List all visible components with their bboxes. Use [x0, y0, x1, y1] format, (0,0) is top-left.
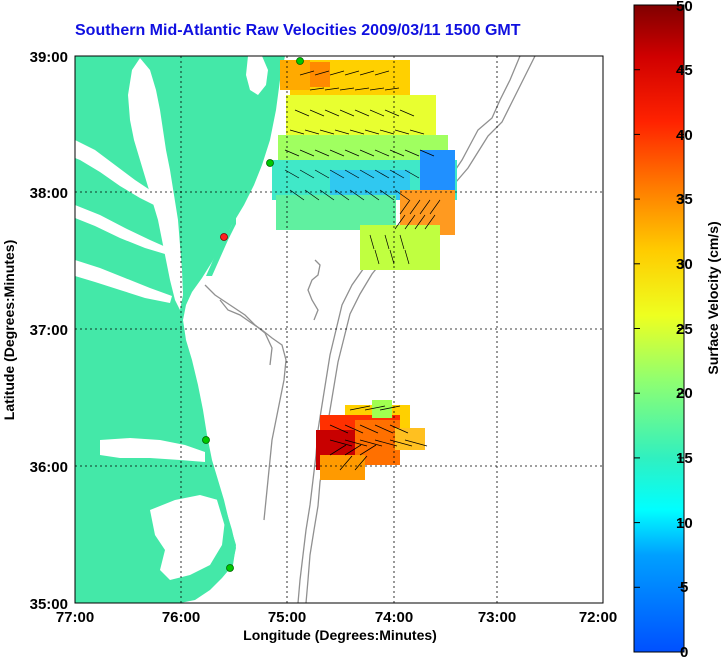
plot-frame — [74, 55, 604, 604]
x-tick-label: 74:00 — [375, 609, 413, 626]
potomac-river — [75, 140, 160, 206]
colorbar-tick-label: 25 — [676, 321, 693, 338]
colorbar-tick-label: 0 — [680, 644, 688, 659]
colorbar-tick-labels: 0 5 10 15 20 25 30 35 40 45 50 — [676, 0, 693, 659]
y-tick-label: 36:00 — [30, 459, 68, 476]
albemarle-sound — [100, 438, 205, 462]
y-tick-label: 39:00 — [30, 49, 68, 66]
x-tick-label: 76:00 — [162, 609, 200, 626]
bathymetry-contours — [204, 56, 536, 603]
colorbar-tick-label: 50 — [676, 0, 693, 15]
colorbar-tick-label: 20 — [676, 385, 693, 402]
colorbar-tick-label: 10 — [676, 515, 693, 532]
northern-velocity-arrows — [284, 70, 441, 265]
colorbar-tick-label: 15 — [676, 450, 693, 467]
x-tick-label: 75:00 — [268, 609, 306, 626]
chesapeake-bay — [128, 58, 183, 310]
colorbar-tick-label: 30 — [676, 256, 693, 273]
northern-velocity-patch — [272, 60, 457, 270]
y-tick-label: 37:00 — [30, 322, 68, 339]
colorbar-tick-label: 5 — [680, 579, 688, 596]
radar-stations — [202, 57, 304, 572]
y-axis-label: Latitude (Degrees:Minutes) — [1, 240, 17, 420]
pamlico-sound — [150, 495, 225, 580]
rappahannock-river — [75, 205, 168, 254]
colorbar-tick-label: 35 — [676, 191, 693, 208]
colorbar-tick-label: 45 — [676, 62, 693, 79]
southern-velocity-patch — [316, 400, 425, 480]
map-title: Southern Mid-Atlantic Raw Velocities 200… — [75, 22, 521, 39]
x-axis-label: Longitude (Degrees:Minutes) — [243, 627, 437, 643]
y-tick-label: 35:00 — [30, 596, 68, 613]
x-tick-label: 77:00 — [56, 609, 94, 626]
southern-velocity-arrows — [329, 405, 428, 471]
delmarva-islands — [206, 210, 236, 276]
colorbar-tick-label: 40 — [676, 127, 693, 144]
land-mass — [75, 56, 285, 603]
delaware-bay — [246, 56, 268, 95]
york-james-rivers — [75, 260, 172, 303]
outer-banks — [210, 470, 236, 572]
grid-lines — [75, 56, 603, 603]
y-tick-label: 38:00 — [30, 185, 68, 202]
x-tick-label: 73:00 — [478, 609, 516, 626]
colorbar-label: Surface Velocity (cm/s) — [705, 221, 721, 374]
x-tick-label: 72:00 — [579, 609, 617, 626]
colorbar-ticks — [634, 4, 684, 653]
